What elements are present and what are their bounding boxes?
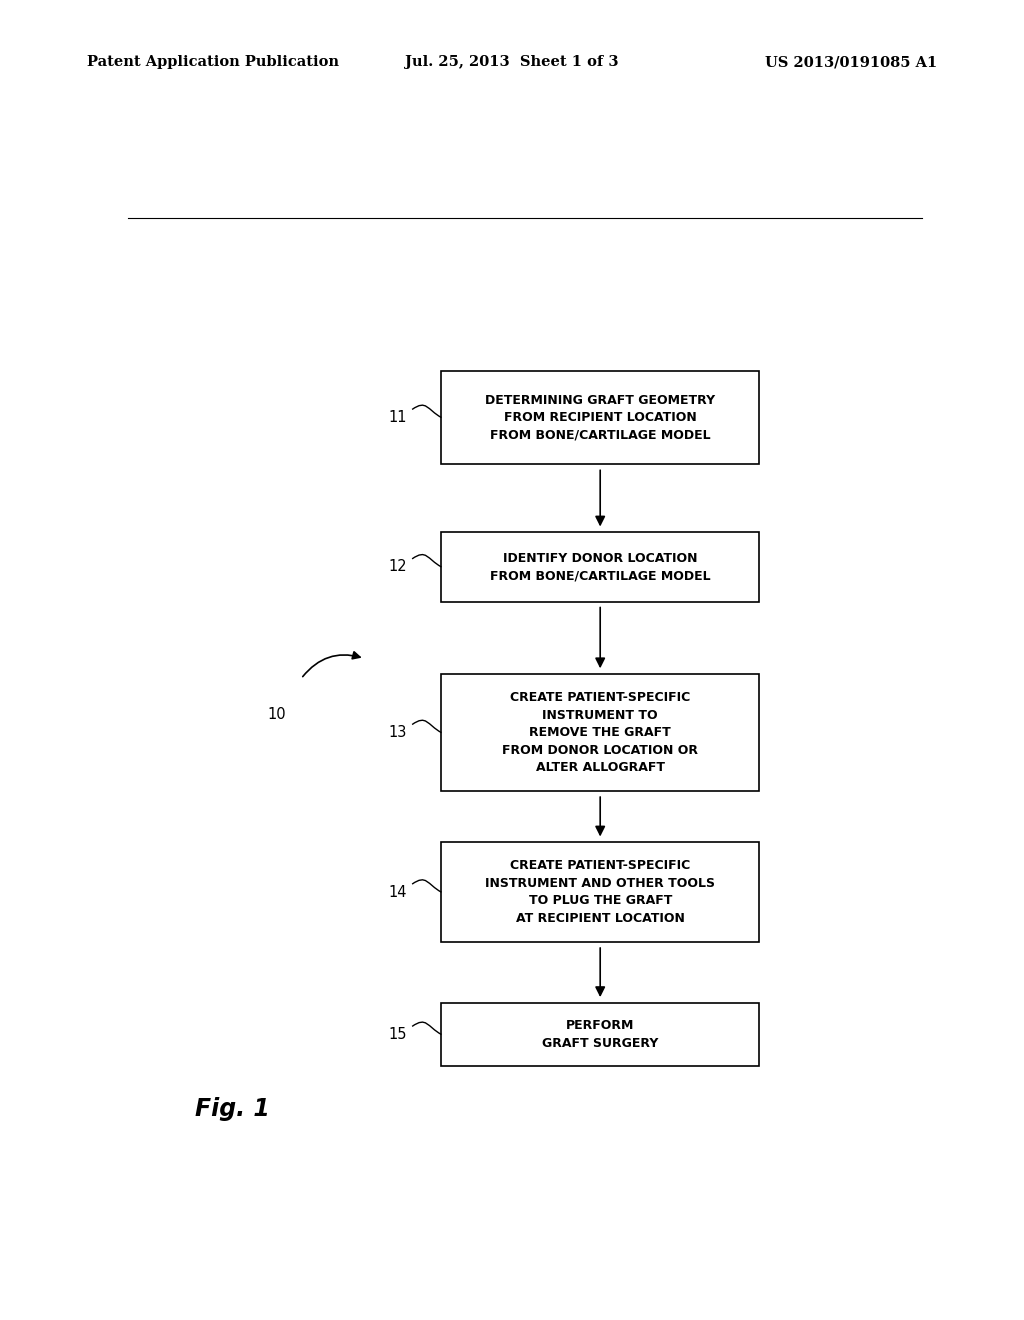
Text: 14: 14 bbox=[388, 884, 408, 900]
Text: 11: 11 bbox=[388, 411, 408, 425]
Text: DETERMINING GRAFT GEOMETRY
FROM RECIPIENT LOCATION
FROM BONE/CARTILAGE MODEL: DETERMINING GRAFT GEOMETRY FROM RECIPIEN… bbox=[485, 393, 715, 442]
Text: US 2013/0191085 A1: US 2013/0191085 A1 bbox=[765, 55, 937, 70]
Bar bbox=[441, 1003, 759, 1067]
FancyArrowPatch shape bbox=[303, 652, 360, 677]
Text: Jul. 25, 2013  Sheet 1 of 3: Jul. 25, 2013 Sheet 1 of 3 bbox=[406, 55, 618, 70]
Text: Patent Application Publication: Patent Application Publication bbox=[87, 55, 339, 70]
Bar bbox=[441, 675, 759, 791]
Bar bbox=[441, 371, 759, 465]
Text: 12: 12 bbox=[388, 560, 408, 574]
Bar bbox=[441, 532, 759, 602]
Text: CREATE PATIENT-SPECIFIC
INSTRUMENT AND OTHER TOOLS
TO PLUG THE GRAFT
AT RECIPIEN: CREATE PATIENT-SPECIFIC INSTRUMENT AND O… bbox=[485, 859, 715, 925]
Text: 10: 10 bbox=[268, 708, 287, 722]
Bar bbox=[441, 842, 759, 942]
Text: CREATE PATIENT-SPECIFIC
INSTRUMENT TO
REMOVE THE GRAFT
FROM DONOR LOCATION OR
AL: CREATE PATIENT-SPECIFIC INSTRUMENT TO RE… bbox=[502, 692, 698, 774]
Text: Fig. 1: Fig. 1 bbox=[196, 1097, 270, 1121]
Text: PERFORM
GRAFT SURGERY: PERFORM GRAFT SURGERY bbox=[542, 1019, 658, 1049]
Text: IDENTIFY DONOR LOCATION
FROM BONE/CARTILAGE MODEL: IDENTIFY DONOR LOCATION FROM BONE/CARTIL… bbox=[489, 552, 711, 582]
Text: 15: 15 bbox=[388, 1027, 408, 1041]
Text: 13: 13 bbox=[389, 725, 407, 741]
